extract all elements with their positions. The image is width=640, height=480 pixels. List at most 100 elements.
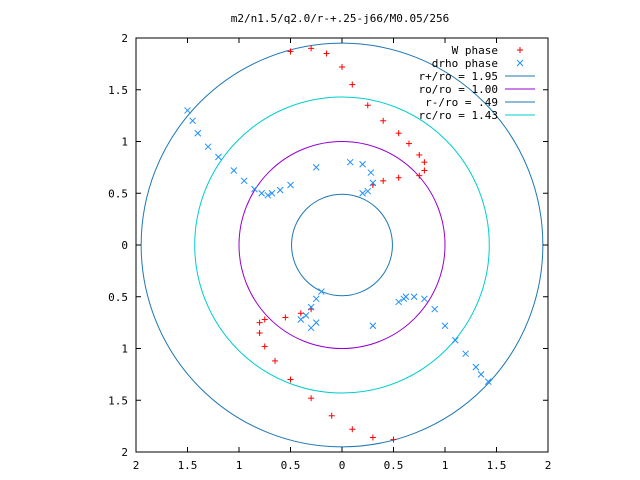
x-tick-label: 1.5 (178, 459, 198, 472)
legend-swatch-1-d (516, 59, 524, 67)
marker-d2 (264, 191, 272, 199)
point-1-5 (230, 167, 238, 174)
point-0-7 (395, 130, 402, 137)
y-tick-label: 1.5 (108, 394, 128, 407)
legend-label-2: r+/ro = 1.95 (419, 70, 498, 83)
marker-d2 (410, 293, 418, 301)
marker-d2 (297, 316, 305, 323)
marker-d2 (251, 185, 258, 193)
point-0-3 (339, 63, 345, 70)
point-0-19 (328, 412, 335, 419)
point-0-23 (261, 343, 268, 350)
point-0-18 (349, 426, 356, 433)
ticks-layer: 2 1.5 1 0.5 0 0.5 1 1.5 221.510.500.511.52 (108, 32, 551, 472)
point-0-12 (416, 172, 423, 179)
point-1-37 (312, 319, 320, 326)
point-1-26 (472, 363, 480, 371)
point-1-6 (240, 177, 248, 185)
y-tick-label: 1 (121, 343, 128, 356)
point-1-13 (312, 164, 320, 171)
marker-d2 (312, 164, 320, 171)
marker-d2 (268, 189, 276, 197)
marker-d2 (307, 303, 315, 311)
point-1-35 (302, 312, 310, 319)
point-0-2 (323, 50, 330, 57)
y-tick-label: 2 (121, 32, 128, 45)
chart-title: m2/n1.5/q2.0/r-+.25-j66/M0.05/256 (231, 12, 450, 25)
legend-label-1: drho phase (432, 57, 498, 70)
circle-3 (194, 96, 490, 394)
marker-d2 (194, 129, 202, 137)
point-1-9 (264, 191, 272, 199)
marker-d2 (204, 143, 212, 151)
y-tick-label: 2 (121, 446, 128, 459)
point-1-7 (251, 185, 258, 193)
point-1-1 (189, 117, 197, 125)
point-1-11 (276, 186, 284, 194)
marker-d2 (240, 177, 248, 185)
point-0-5 (364, 102, 371, 109)
point-1-18 (364, 187, 372, 195)
marker-d2 (451, 336, 459, 344)
point-0-28 (297, 310, 304, 317)
point-1-34 (307, 303, 315, 311)
point-1-17 (369, 179, 377, 187)
circle-0 (140, 42, 544, 448)
point-1-31 (402, 293, 410, 301)
marker-d2 (364, 187, 372, 195)
point-0-26 (261, 316, 268, 323)
y-tick-label: 1 (121, 136, 128, 149)
point-1-0 (184, 107, 191, 114)
point-0-25 (256, 319, 263, 326)
legend-label-4: r-/ro = .49 (425, 96, 498, 109)
marker-d2 (302, 312, 310, 319)
point-0-16 (390, 436, 397, 443)
point-1-3 (204, 143, 212, 151)
point-0-24 (256, 329, 263, 336)
point-0-14 (380, 177, 387, 184)
legend-label-3: ro/ro = 1.00 (419, 83, 498, 96)
point-0-20 (308, 395, 315, 402)
x-tick-label: 0.5 (384, 459, 404, 472)
point-0-27 (282, 314, 289, 321)
point-1-10 (268, 189, 276, 197)
point-0-11 (421, 167, 428, 174)
marker-d2 (215, 153, 222, 161)
legend-label-5: rc/ro = 1.43 (419, 109, 498, 122)
marker-d2 (484, 378, 492, 385)
x-tick-label: 2 (545, 459, 552, 472)
marker-d2 (307, 324, 315, 332)
point-1-22 (431, 305, 439, 313)
marker-d2 (318, 288, 325, 295)
point-1-32 (318, 288, 325, 295)
point-1-8 (258, 189, 266, 197)
point-1-33 (312, 295, 320, 303)
point-0-22 (272, 357, 279, 364)
point-0-1 (308, 45, 315, 52)
point-1-21 (421, 295, 428, 303)
point-1-38 (307, 324, 315, 332)
point-1-25 (462, 350, 469, 358)
marker-d2 (369, 179, 377, 187)
y-tick-label: 0.5 (108, 291, 128, 304)
marker-d2 (369, 322, 377, 330)
marker-d2 (359, 189, 366, 197)
marker-d2 (230, 167, 238, 174)
point-0-9 (416, 151, 423, 158)
point-0-10 (421, 159, 428, 166)
marker-d2 (346, 158, 354, 166)
point-1-15 (359, 160, 366, 168)
point-0-17 (369, 434, 376, 441)
x-tick-label: 0.5 (281, 459, 301, 472)
point-1-23 (441, 322, 449, 330)
y-tick-label: 0.5 (108, 187, 128, 200)
marker-d2 (258, 189, 266, 197)
point-0-21 (287, 376, 294, 383)
marker-d2 (287, 181, 294, 189)
x-tick-label: 1.5 (487, 459, 507, 472)
point-1-24 (451, 336, 459, 344)
marker-d2 (477, 371, 485, 378)
marker-d2 (421, 295, 428, 303)
point-1-29 (395, 298, 403, 306)
